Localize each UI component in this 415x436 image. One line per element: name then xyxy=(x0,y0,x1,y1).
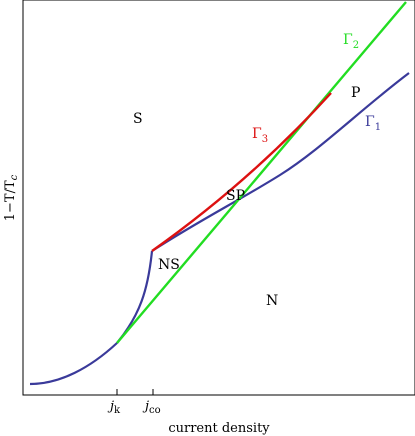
region-p-label: P xyxy=(351,85,360,101)
gamma1-lower-curve xyxy=(29,342,118,386)
gamma1-upper-curve xyxy=(151,72,410,252)
gamma2-label: Γ2 xyxy=(343,32,359,51)
region-s-label: S xyxy=(133,111,143,127)
y-axis-title: 1−T/Tc xyxy=(3,174,20,221)
tick-label-jco: jco xyxy=(142,399,161,416)
gamma3-label: Γ3 xyxy=(252,126,268,145)
tick-label-jk: jk xyxy=(107,399,121,416)
region-sp-label: SP xyxy=(226,188,245,204)
region-ns-label: NS xyxy=(158,257,180,273)
x-axis-title: current density xyxy=(168,421,270,436)
gamma1-ns-curve xyxy=(116,250,154,344)
gamma2-line xyxy=(116,1,407,344)
plot-frame xyxy=(22,0,415,396)
gamma3-curve xyxy=(151,92,332,252)
gamma1-label: Γ1 xyxy=(365,114,381,133)
region-n-label: N xyxy=(266,293,278,309)
